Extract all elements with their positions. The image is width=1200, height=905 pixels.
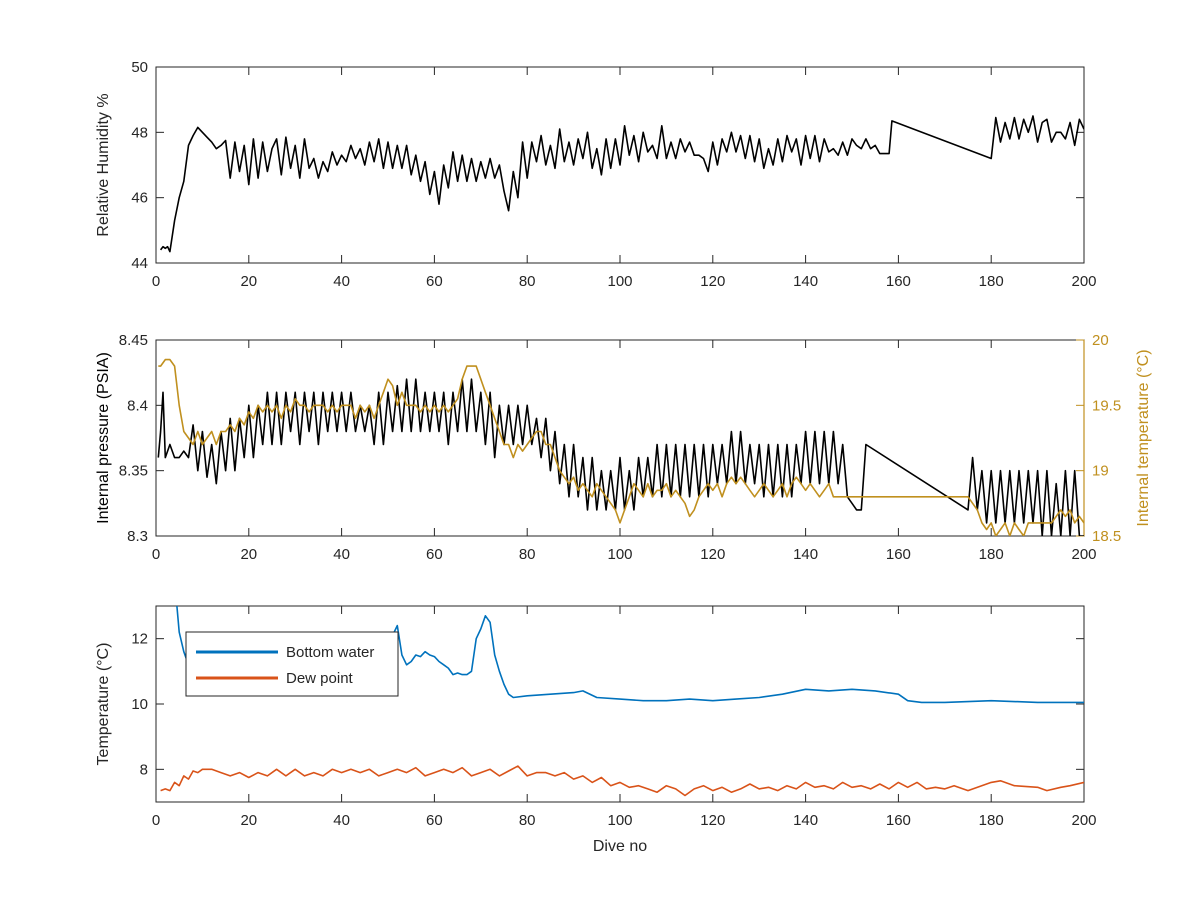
y-tick-label: 12 xyxy=(131,631,148,648)
x-tick-label: 160 xyxy=(886,273,911,290)
y-tick-label: 44 xyxy=(131,255,148,272)
x-tick-label: 200 xyxy=(1071,812,1096,829)
legend-box xyxy=(185,631,399,697)
x-tick-label: 140 xyxy=(793,812,818,829)
x-tick-label: 120 xyxy=(700,546,725,563)
y-tick-label: 8.4 xyxy=(127,397,148,414)
x-tick-label: 20 xyxy=(240,546,257,563)
y-axis-label: Temperature (°C) xyxy=(95,643,112,766)
x-tick-label: 60 xyxy=(426,546,443,563)
x-tick-label: 140 xyxy=(793,546,818,563)
right-y-tick-label: 19.5 xyxy=(1092,397,1121,414)
x-tick-label: 60 xyxy=(426,273,443,290)
right-y-axis-label: Internal temperature (°C) xyxy=(1135,349,1152,526)
x-tick-label: 140 xyxy=(793,273,818,290)
x-tick-label: 200 xyxy=(1071,273,1096,290)
right-y-tick-label: 19 xyxy=(1092,463,1109,480)
right-y-tick-label: 20 xyxy=(1092,332,1109,349)
x-tick-label: 40 xyxy=(333,812,350,829)
y-tick-label: 8.3 xyxy=(127,528,148,545)
y-axis-label: Internal pressure (PSIA) xyxy=(95,352,112,524)
x-tick-label: 80 xyxy=(519,812,536,829)
y-tick-label: 50 xyxy=(131,59,148,76)
x-tick-label: 180 xyxy=(979,273,1004,290)
x-tick-label: 60 xyxy=(426,812,443,829)
subplot-1: 0 20 40 60 80 100 120 140 160 180 200 44 46 48 50 Relat… xyxy=(95,59,1097,290)
x-tick-label: 100 xyxy=(607,546,632,563)
y-axis-label: Relative Humidity % xyxy=(95,93,112,236)
x-tick-label: 20 xyxy=(240,273,257,290)
x-tick-label: 160 xyxy=(886,546,911,563)
legend: Bottom water Dew point xyxy=(185,631,399,697)
series-line-2-2 xyxy=(158,358,1084,536)
x-tick-label: 200 xyxy=(1071,546,1096,563)
x-tick-label: 80 xyxy=(519,546,536,563)
legend-label: Dew point xyxy=(286,670,354,687)
y-tick-label: 46 xyxy=(131,190,148,207)
right-y-tick-label: 18.5 xyxy=(1092,528,1121,545)
x-tick-label: 100 xyxy=(607,812,632,829)
legend-label: Bottom water xyxy=(286,644,374,661)
y-tick-label: 8.35 xyxy=(119,463,148,480)
series-line-1-1 xyxy=(159,115,1084,253)
x-tick-label: 0 xyxy=(152,546,160,563)
y-tick-label: 48 xyxy=(131,124,148,141)
y-tick-label: 10 xyxy=(131,696,148,713)
x-tick-label: 20 xyxy=(240,812,257,829)
x-tick-label: 0 xyxy=(152,812,160,829)
subplot-3: 0 20 40 60 80 100 120 140 160 180 200 8 10 12 Temperat… xyxy=(95,605,1097,855)
subplot-2: 0 20 40 60 80 100 120 140 160 180 200 8.3 8.35 8.4 8.4… xyxy=(95,332,1152,563)
x-tick-label: 0 xyxy=(152,273,160,290)
y-tick-label: 8.45 xyxy=(119,332,148,349)
x-tick-label: 180 xyxy=(979,546,1004,563)
y-tick-label: 8 xyxy=(140,761,148,778)
x-tick-label: 120 xyxy=(700,273,725,290)
x-tick-label: 100 xyxy=(607,273,632,290)
x-tick-label: 40 xyxy=(333,273,350,290)
series-line-dew-point xyxy=(160,765,1084,797)
x-tick-label: 80 xyxy=(519,273,536,290)
x-tick-label: 40 xyxy=(333,546,350,563)
subplot-2-axes-box xyxy=(155,339,1085,537)
x-tick-label: 120 xyxy=(700,812,725,829)
x-tick-label: 180 xyxy=(979,812,1004,829)
x-tick-label: 160 xyxy=(886,812,911,829)
x-axis-label: Dive no xyxy=(593,838,647,855)
